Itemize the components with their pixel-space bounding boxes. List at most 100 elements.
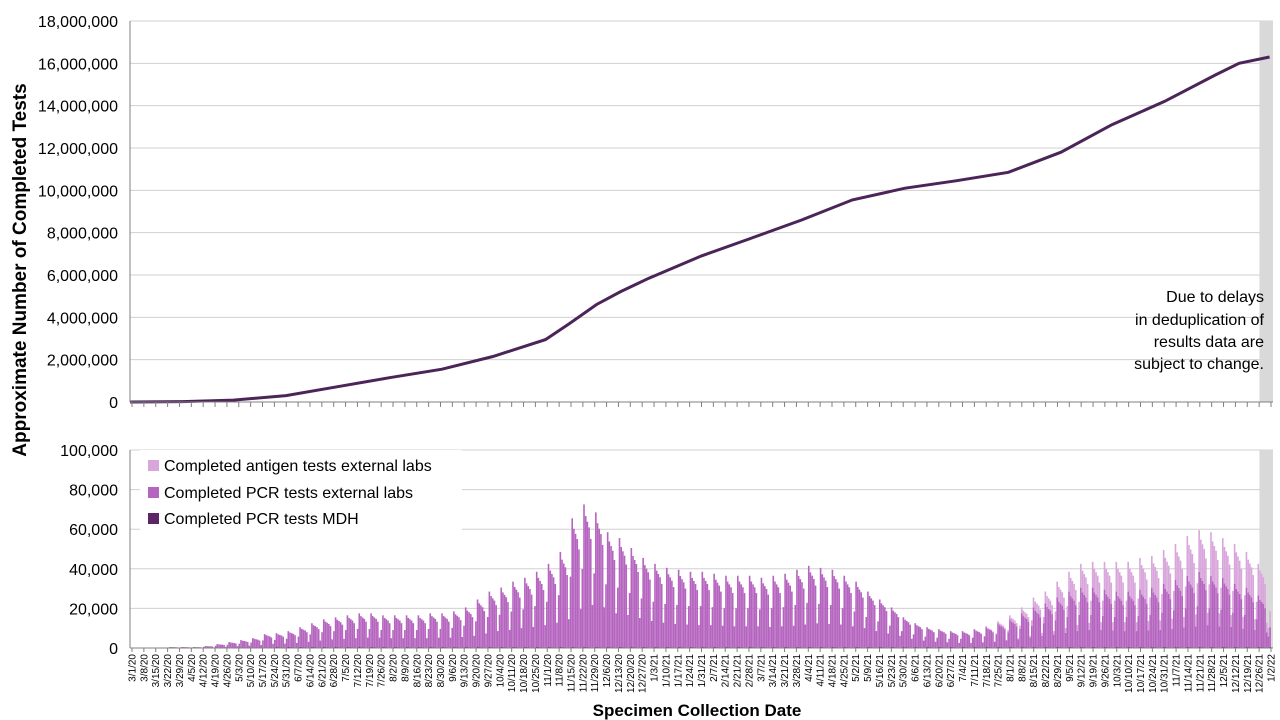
- bar-antigen: [1145, 579, 1148, 604]
- bar-antigen: [1066, 606, 1069, 617]
- bar-pcr-external: [936, 637, 939, 648]
- bar-antigen: [1091, 561, 1094, 588]
- bar-pcr-external: [1108, 598, 1111, 648]
- bar-pcr-external: [344, 630, 347, 648]
- bottom-x-tick-label: 5/9/21: [863, 654, 874, 682]
- bottom-x-tick-label: 9/5/21: [1065, 654, 1076, 682]
- bar-antigen: [1015, 623, 1018, 627]
- bar-pcr-external: [1235, 588, 1238, 648]
- bar-antigen: [983, 636, 986, 637]
- bar-pcr-external: [280, 635, 283, 648]
- bar-antigen: [1203, 549, 1206, 584]
- bottom-x-tick-label: 12/5/21: [1219, 654, 1230, 688]
- bar-pcr-external: [458, 617, 460, 648]
- bar-antigen: [1063, 597, 1065, 610]
- bar-pcr-external: [819, 567, 822, 648]
- bar-pcr-external: [246, 641, 249, 648]
- bar-antigen: [1012, 619, 1015, 623]
- bar-pcr-external: [674, 623, 677, 648]
- bar-pcr-external: [654, 563, 656, 648]
- bottom-x-tick-label: 7/19/20: [365, 654, 376, 688]
- bottom-y-tick-label: 80,000: [69, 483, 118, 500]
- bar-pcr-external: [549, 570, 552, 648]
- bar-pcr-external: [970, 642, 972, 648]
- bar-antigen: [1167, 565, 1170, 594]
- bar-pcr-external: [539, 580, 541, 648]
- bar-pcr-external: [1134, 605, 1136, 648]
- bar-antigen: [1083, 573, 1086, 595]
- bar-pcr-external: [542, 590, 545, 648]
- bar-pcr-external: [1118, 598, 1121, 648]
- bar-antigen: [1103, 561, 1106, 590]
- bottom-x-tick-label: 10/11/20: [507, 654, 518, 693]
- bar-pcr-external: [1156, 597, 1158, 648]
- bar-antigen: [1247, 559, 1249, 593]
- bar-pcr-external: [368, 628, 371, 648]
- bar-pcr-external: [412, 623, 415, 648]
- bar-pcr-external: [855, 581, 857, 648]
- bar-pcr-external: [642, 557, 644, 648]
- bar-antigen: [1117, 568, 1119, 597]
- bottom-x-tick-label: 5/16/21: [875, 654, 886, 688]
- bar-pcr-external: [1171, 628, 1173, 648]
- bar-pcr-external: [311, 623, 313, 648]
- bar-pcr-external: [426, 638, 428, 648]
- bar-pcr-external: [505, 597, 508, 648]
- bar-pcr-external: [1105, 594, 1107, 648]
- bar-pcr-external: [715, 579, 717, 648]
- bar-pcr-external: [873, 605, 876, 648]
- daily-test-bars: [167, 504, 1271, 648]
- bar-pcr-external: [706, 583, 709, 648]
- bar-pcr-external: [557, 595, 560, 648]
- bar-pcr-external: [583, 504, 585, 648]
- bar-antigen: [1069, 577, 1072, 597]
- bar-pcr-external: [676, 604, 678, 648]
- bar-antigen: [1047, 598, 1050, 609]
- bar-antigen: [1249, 563, 1251, 595]
- bar-pcr-external: [1009, 619, 1011, 648]
- bar-pcr-external: [1137, 615, 1140, 648]
- bar-pcr-external: [973, 629, 976, 648]
- bar-pcr-external: [468, 612, 470, 648]
- bottom-x-tick-label: 6/27/21: [946, 654, 957, 688]
- bar-pcr-external: [620, 546, 622, 648]
- bar-pcr-external: [1243, 614, 1246, 648]
- bar-pcr-external: [993, 641, 996, 648]
- bar-pcr-external: [530, 594, 533, 648]
- bar-antigen: [985, 626, 988, 628]
- bottom-x-tick-label: 7/25/21: [994, 654, 1005, 688]
- bar-pcr-external: [625, 564, 628, 648]
- bar-pcr-external: [718, 585, 721, 648]
- bar-pcr-external: [1068, 591, 1070, 648]
- bar-antigen: [1211, 541, 1214, 582]
- bar-pcr-external: [1232, 612, 1234, 648]
- bar-pcr-external: [742, 587, 744, 648]
- bar-pcr-external: [880, 603, 883, 648]
- bar-pcr-external: [1005, 640, 1008, 648]
- bar-pcr-external: [351, 620, 354, 648]
- bar-pcr-external: [524, 577, 526, 648]
- bar-pcr-external: [963, 632, 966, 648]
- bar-antigen: [1118, 572, 1121, 599]
- bar-pcr-external: [1000, 626, 1003, 648]
- bar-pcr-external: [924, 636, 927, 648]
- bar-pcr-external: [260, 645, 263, 648]
- bar-pcr-external: [884, 607, 886, 648]
- bar-pcr-external: [1093, 592, 1096, 648]
- bar-pcr-external: [383, 617, 386, 648]
- bar-pcr-external: [709, 625, 712, 648]
- bar-pcr-external: [390, 638, 393, 648]
- bar-pcr-external: [267, 635, 269, 648]
- bar-pcr-external: [860, 592, 862, 648]
- bar-pcr-external: [752, 584, 754, 648]
- bar-pcr-external: [289, 632, 291, 648]
- bar-pcr-external: [1103, 589, 1106, 648]
- bottom-x-tick-label: 9/12/21: [1077, 654, 1088, 688]
- bottom-x-tick-label: 8/16/20: [412, 654, 423, 688]
- bar-pcr-external: [257, 639, 259, 648]
- bar-antigen: [1120, 575, 1123, 601]
- bottom-x-tick-label: 4/12/20: [199, 654, 210, 688]
- bar-pcr-external: [943, 632, 945, 648]
- top-y-tick-label: 6,000,000: [47, 268, 118, 285]
- bar-pcr-external: [1191, 587, 1194, 648]
